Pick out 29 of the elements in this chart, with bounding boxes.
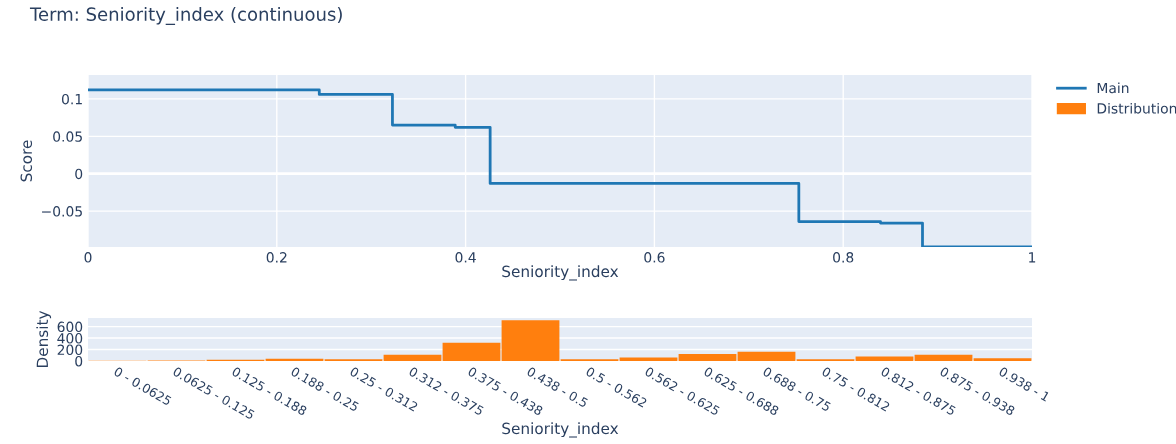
bar [737,351,796,361]
x-tick-label: 0.8 [833,252,854,263]
bar [973,358,1032,361]
y-tick-label: 200 [57,344,83,356]
y-tick-label: 0 [75,355,83,367]
bar [442,342,501,361]
y-tick-label: 0.1 [61,93,82,105]
bar [501,320,560,361]
bar [383,354,442,361]
y-axis-title: Density [36,310,52,368]
y-tick-label: 0.05 [53,131,82,142]
x-tick-label: 0.4 [455,252,476,263]
bar [855,356,914,361]
y-tick-label: −0.05 [42,206,82,217]
y-tick-label: 400 [57,333,83,344]
x-tick-label: 1 [1029,252,1036,263]
legend-label: Main [1097,82,1129,94]
legend-label: Distribution [1097,102,1176,114]
x-tick-label: 0.6 [644,252,665,263]
x-tick-label: 0 [84,252,92,263]
x-axis-title: Seniority_index [502,265,619,281]
y-tick-label: 600 [57,321,83,333]
x-tick-label: 0.2 [266,252,287,263]
y-tick-label: 0 [75,168,83,180]
bar [914,354,973,361]
y-axis-title: Score [20,140,33,182]
x-axis-title: Seniority_index [502,422,619,438]
bar [678,354,737,361]
chart-title: Term: Seniority_index (continuous) [29,7,342,25]
